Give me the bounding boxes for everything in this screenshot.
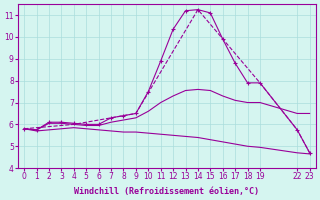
X-axis label: Windchill (Refroidissement éolien,°C): Windchill (Refroidissement éolien,°C) [74,187,260,196]
